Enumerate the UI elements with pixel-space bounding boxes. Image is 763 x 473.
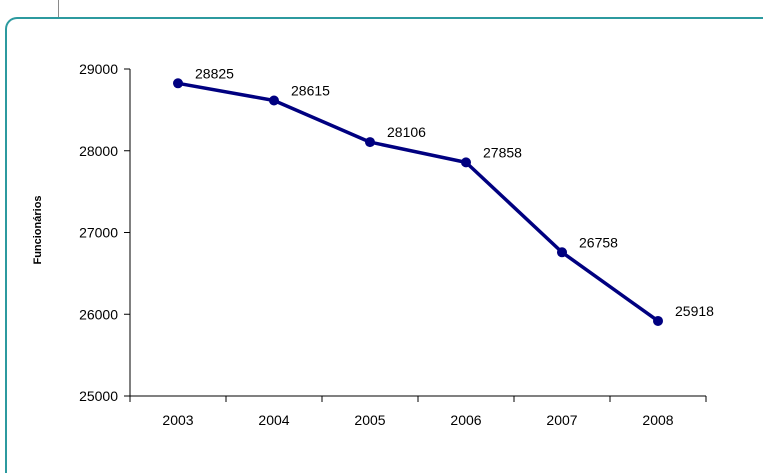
y-axis-title: Funcionários [32, 195, 44, 264]
x-axis-ticks: 2003 2004 2005 2006 2007 2008 [129, 396, 707, 428]
top-divider-line [58, 0, 59, 17]
y-tick-label: 26000 [79, 306, 118, 322]
y-axis-ticks: 25000 26000 27000 28000 29000 [79, 61, 130, 404]
data-label: 28106 [387, 124, 426, 140]
data-label: 28615 [291, 82, 330, 98]
data-labels: 28825 28615 28106 27858 26758 25918 [195, 65, 714, 319]
chart-frame [5, 17, 763, 473]
data-point [365, 137, 375, 148]
data-point [653, 315, 663, 326]
data-label: 25918 [675, 303, 714, 319]
series-line [177, 81, 660, 323]
x-tick-label: 2007 [546, 412, 577, 428]
data-label: 26758 [579, 234, 618, 250]
data-label: 28825 [195, 65, 234, 81]
x-tick-label: 2006 [450, 412, 481, 428]
x-tick-label: 2003 [162, 412, 193, 428]
chart-axes [129, 69, 706, 397]
series-group [173, 78, 663, 326]
data-point [461, 157, 471, 168]
x-tick-label: 2004 [258, 412, 289, 428]
y-tick-label: 29000 [79, 61, 118, 77]
y-tick-label: 28000 [79, 143, 118, 159]
data-point [557, 247, 567, 258]
x-tick-label: 2005 [354, 412, 385, 428]
y-tick-label: 27000 [79, 225, 118, 241]
data-label: 27858 [483, 144, 522, 160]
y-tick-label: 25000 [79, 388, 118, 404]
data-point [173, 78, 183, 89]
data-point [269, 95, 279, 106]
x-tick-label: 2008 [642, 412, 673, 428]
